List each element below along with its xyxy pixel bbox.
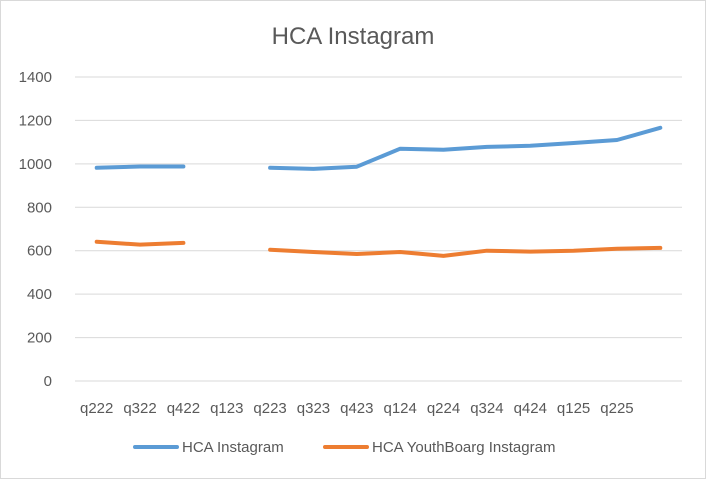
x-tick-label: q323 — [297, 400, 330, 417]
x-tick-label: q124 — [383, 400, 416, 417]
y-tick-label: 800 — [27, 199, 52, 216]
x-tick-label: q222 — [80, 400, 113, 417]
x-tick-label: q125 — [557, 400, 590, 417]
y-tick-label: 1000 — [19, 156, 52, 173]
series-0-line-segment-0 — [94, 164, 186, 170]
legend-label-0: HCA Instagram — [182, 439, 284, 456]
series-0-line-segment-1 — [268, 125, 663, 171]
gridlines — [75, 76, 682, 382]
y-tick-label: 600 — [27, 243, 52, 260]
x-tick-label: q424 — [514, 400, 547, 417]
y-tick-label: 200 — [27, 330, 52, 347]
x-tick-label: q422 — [167, 400, 200, 417]
x-axis-labels: q222 q322 q422 q123 q223 q323 q423 q124 q224 q324… — [80, 400, 634, 417]
chart-title: HCA Instagram — [272, 23, 435, 50]
series-1-line-segment-1 — [268, 245, 663, 258]
y-axis-labels: 0 200 400 600 800 1000 1200 1400 — [19, 69, 52, 390]
y-tick-label: 400 — [27, 286, 52, 303]
x-tick-label: q324 — [470, 400, 503, 417]
x-tick-label: q322 — [123, 400, 156, 417]
x-tick-label: q123 — [210, 400, 243, 417]
y-tick-label: 1200 — [19, 112, 52, 129]
y-tick-label: 1400 — [19, 69, 52, 86]
legend-label-1: HCA YouthBoarg Instagram — [372, 439, 555, 456]
x-tick-label: q224 — [427, 400, 460, 417]
legend: HCA Instagram HCA YouthBoarg Instagram — [133, 439, 555, 456]
y-tick-label: 0 — [44, 373, 52, 390]
series-1-line-segment-0 — [94, 239, 186, 247]
x-tick-label: q423 — [340, 400, 373, 417]
x-tick-label: q223 — [253, 400, 286, 417]
x-tick-label: q225 — [600, 400, 633, 417]
series-lines — [94, 125, 663, 258]
